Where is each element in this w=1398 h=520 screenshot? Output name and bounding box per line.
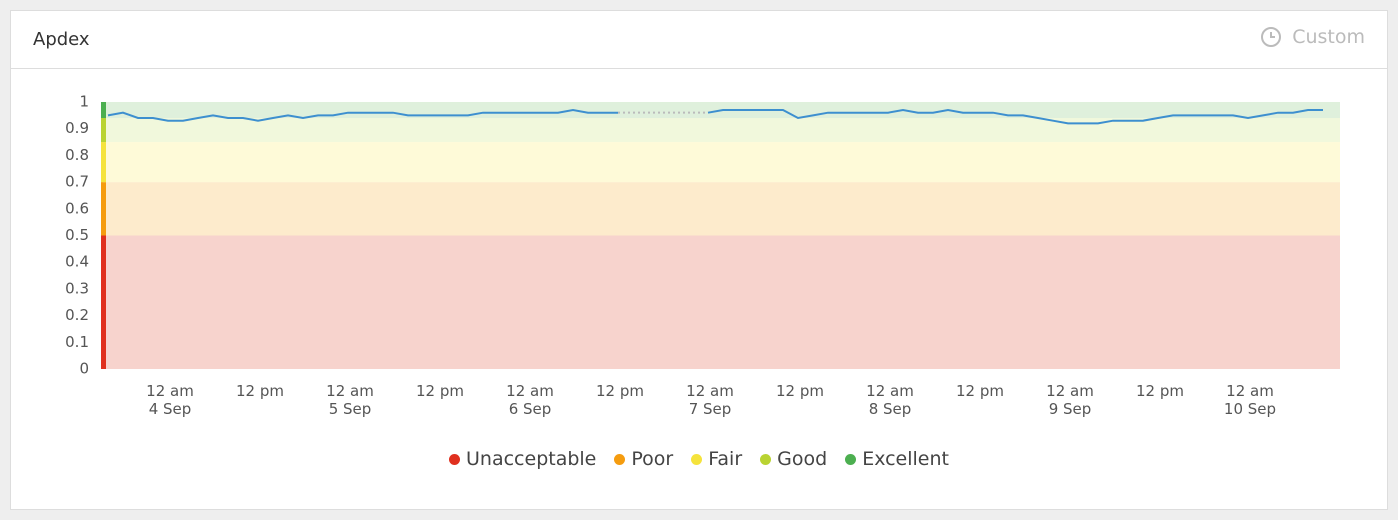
apdex-band-strip bbox=[101, 235, 106, 369]
y-tick-label: 0.8 bbox=[65, 146, 89, 164]
x-tick-label: 12 am 5 Sep bbox=[326, 382, 374, 418]
y-tick-label: 0 bbox=[79, 360, 89, 378]
y-tick-label: 0.1 bbox=[65, 333, 89, 351]
x-tick-label: 12 am 10 Sep bbox=[1223, 382, 1277, 418]
legend: Unacceptable Poor Fair Good Excellent bbox=[0, 448, 1398, 470]
apdex-band bbox=[103, 235, 1340, 369]
apdex-band-strip bbox=[101, 102, 106, 119]
legend-item: Poor bbox=[614, 448, 673, 470]
time-range-button[interactable]: Custom bbox=[1260, 26, 1365, 48]
y-tick-label: 0.5 bbox=[65, 226, 89, 244]
apdex-band bbox=[103, 118, 1340, 143]
apdex-line bbox=[107, 108, 1323, 125]
x-tick-label: 12 am 8 Sep bbox=[866, 382, 914, 418]
legend-label: Poor bbox=[631, 448, 674, 470]
y-tick-label: 0.7 bbox=[65, 173, 89, 191]
y-tick-label: 0.4 bbox=[65, 253, 89, 271]
legend-label: Good bbox=[777, 448, 828, 470]
button-label[interactable]: Custom bbox=[1292, 26, 1365, 48]
x-tick-label: 12 am 6 Sep bbox=[506, 382, 554, 418]
x-tick-label: 12 pm bbox=[956, 382, 1004, 400]
x-tick-label: 12 am 4 Sep bbox=[146, 382, 194, 418]
legend-item: Fair bbox=[691, 448, 742, 470]
panel-header: Apdex Custom bbox=[11, 11, 1387, 69]
legend-item: Good bbox=[760, 448, 827, 470]
y-tick-label: 1 bbox=[79, 93, 89, 111]
legend-dot bbox=[614, 453, 626, 465]
legend-dot bbox=[691, 453, 703, 465]
legend-label: Fair bbox=[708, 448, 743, 470]
apdex-band-strip bbox=[101, 142, 106, 183]
panel-title: Apdex bbox=[33, 29, 90, 50]
apdex-band bbox=[103, 142, 1340, 183]
y-tick-label: 0.3 bbox=[65, 279, 89, 297]
legend-item: Unacceptable bbox=[449, 448, 596, 470]
x-tick-label: 12 am 9 Sep bbox=[1046, 382, 1094, 418]
x-tick-label: 12 pm bbox=[596, 382, 644, 400]
apdex-band-strip bbox=[101, 182, 106, 236]
x-tick-label: 12 pm bbox=[236, 382, 284, 400]
x-tick-label: 12 pm bbox=[776, 382, 824, 400]
x-tick-label: 12 am 7 Sep bbox=[686, 382, 734, 418]
apdex-band bbox=[103, 182, 1340, 236]
apdex-band-strip bbox=[101, 118, 106, 143]
legend-dot bbox=[760, 453, 772, 465]
y-tick-label: 0.2 bbox=[65, 306, 89, 324]
x-tick-label: 12 pm bbox=[1136, 382, 1184, 400]
clock-icon bbox=[1261, 27, 1282, 47]
y-tick-label: 0.9 bbox=[65, 119, 89, 137]
legend-label: Unacceptable bbox=[466, 448, 597, 470]
x-tick-label: 12 pm bbox=[416, 382, 464, 400]
legend-dot bbox=[449, 453, 461, 465]
legend-item: Excellent bbox=[845, 448, 949, 470]
y-tick-label: 0.6 bbox=[65, 199, 89, 217]
legend-dot bbox=[845, 453, 857, 465]
legend-label: Excellent bbox=[862, 448, 949, 470]
